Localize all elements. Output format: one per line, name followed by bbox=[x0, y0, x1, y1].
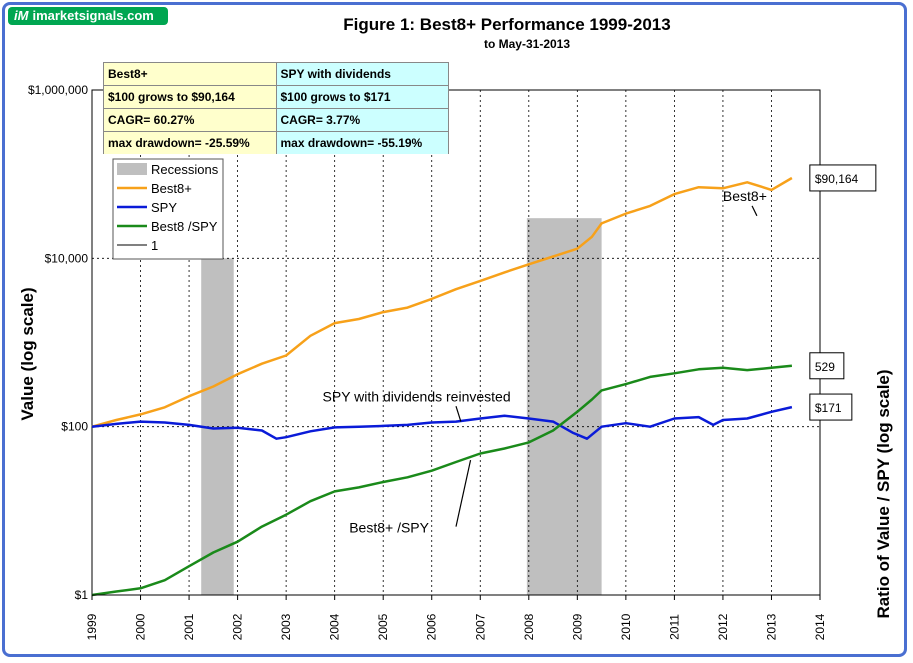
x-tick-label: 2007 bbox=[473, 613, 487, 640]
annotation-best8-arrow bbox=[751, 205, 758, 217]
legend-label: Best8 /SPY bbox=[151, 219, 218, 234]
x-tick-label: 1999 bbox=[85, 613, 99, 640]
legend-label: SPY bbox=[151, 200, 177, 215]
x-tick-label: 2011 bbox=[667, 614, 681, 640]
legend-label: 1 bbox=[151, 238, 158, 253]
legend-label: Best8+ bbox=[151, 181, 192, 196]
stats-best8-cagr: CAGR= 60.27% bbox=[103, 108, 277, 132]
x-tick-label: 2012 bbox=[716, 613, 730, 640]
y-tick-label: $1,000,000 bbox=[28, 83, 88, 97]
end-label-ratio-box bbox=[809, 352, 845, 380]
annotation-spy-arrow bbox=[455, 406, 462, 422]
x-tick-label: 2004 bbox=[328, 613, 342, 640]
x-tick-label: 2014 bbox=[813, 613, 827, 640]
series-line-best8 bbox=[91, 176, 793, 428]
annotation-ratio: Best8+ /SPY bbox=[349, 520, 429, 536]
end-label-ratio: 529 bbox=[815, 360, 835, 374]
x-tick-label: 2009 bbox=[570, 613, 584, 640]
end-label-spy-box bbox=[809, 393, 853, 421]
stats-spy-cagr: CAGR= 3.77% bbox=[275, 108, 449, 132]
annotation-best8: Best8+ bbox=[723, 188, 767, 204]
stats-best8-growth: $100 grows to $90,164 bbox=[103, 85, 277, 109]
stats-row: Best8+ SPY with dividends bbox=[103, 62, 449, 86]
series-line-spy bbox=[91, 405, 793, 440]
annotation-spy: SPY with dividends reinvested bbox=[323, 388, 511, 404]
x-tick-label: 2005 bbox=[376, 613, 390, 640]
x-tick-label: 2001 bbox=[182, 613, 196, 640]
stats-best8-drawdown: max drawdown= -25.59% bbox=[103, 131, 277, 154]
stats-row: $100 grows to $90,164 $100 grows to $171 bbox=[103, 85, 449, 109]
chart-title: Figure 1: Best8+ Performance 1999-2013 bbox=[343, 15, 670, 34]
brand-prefix: iM bbox=[14, 8, 29, 23]
legend-swatch-recession bbox=[117, 163, 147, 175]
x-tick-label: 2013 bbox=[764, 613, 778, 640]
y-axis-title: Value (log scale) bbox=[18, 287, 37, 420]
x-tick-label: 2000 bbox=[134, 613, 148, 640]
chart-subtitle: to May-31-2013 bbox=[484, 37, 570, 51]
stats-row: CAGR= 60.27% CAGR= 3.77% bbox=[103, 108, 449, 132]
stats-spy-header: SPY with dividends bbox=[275, 62, 449, 86]
stats-spy-growth: $100 grows to $171 bbox=[275, 85, 449, 109]
y-tick-label: $10,000 bbox=[45, 251, 89, 265]
y-tick-label: $100 bbox=[61, 420, 88, 434]
end-label-spy: $171 bbox=[815, 401, 842, 415]
brand-logo: iM imarketsignals.com bbox=[8, 7, 168, 25]
stats-box: Best8+ SPY with dividends $100 grows to $… bbox=[103, 62, 449, 154]
stats-best8-header: Best8+ bbox=[103, 62, 277, 86]
legend-box bbox=[112, 158, 224, 260]
stats-row: max drawdown= -25.59% max drawdown= -55.1… bbox=[103, 131, 449, 154]
end-label-best8: $90,164 bbox=[815, 172, 859, 186]
y2-axis-title: Ratio of Value / SPY (log scale) bbox=[874, 369, 893, 618]
x-tick-label: 2008 bbox=[522, 613, 536, 640]
series-line-ratio bbox=[91, 364, 793, 597]
legend-label: Recessions bbox=[151, 162, 219, 177]
y-tick-label: $1 bbox=[75, 588, 89, 602]
x-tick-label: 2002 bbox=[231, 613, 245, 640]
annotation-ratio-arrow bbox=[455, 460, 472, 527]
brand-name: imarketsignals.com bbox=[32, 8, 154, 23]
x-tick-label: 2010 bbox=[619, 613, 633, 640]
x-tick-label: 2003 bbox=[279, 613, 293, 640]
end-label-best8-box bbox=[809, 164, 877, 192]
legend: Recessions Best8+ SPY Best8 /SPY 1 bbox=[112, 158, 224, 260]
recession-bar bbox=[526, 218, 602, 595]
stats-spy-drawdown: max drawdown= -55.19% bbox=[275, 131, 449, 154]
x-tick-label: 2006 bbox=[425, 613, 439, 640]
